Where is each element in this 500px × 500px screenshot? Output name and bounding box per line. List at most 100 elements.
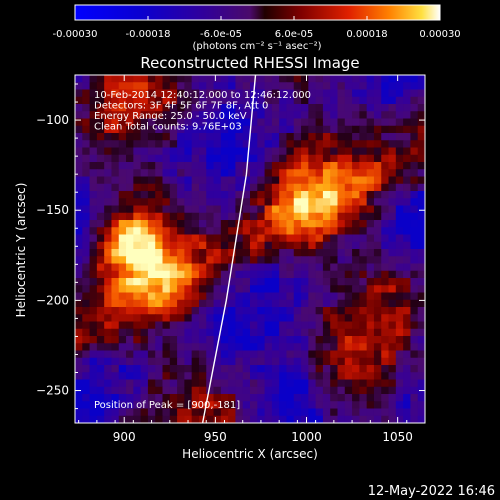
heatmap-cell	[344, 278, 353, 286]
heatmap-cell	[330, 350, 339, 359]
heatmap-cell	[213, 176, 222, 185]
heatmap-cell	[293, 82, 302, 91]
heatmap-cell	[344, 169, 353, 178]
heatmap-cell	[198, 241, 207, 250]
heatmap-cell	[286, 270, 295, 279]
heatmap-cell	[162, 96, 171, 105]
heatmap-cell	[308, 299, 317, 308]
heatmap-cell	[155, 386, 164, 395]
heatmap-cell	[235, 285, 244, 294]
heatmap-cell	[250, 118, 258, 127]
heatmap-cell	[206, 241, 215, 250]
heatmap-cell	[264, 328, 273, 337]
heatmap-cell	[344, 321, 353, 330]
heatmap-cell	[75, 205, 83, 214]
heatmap-cell	[220, 111, 229, 120]
heatmap-cell	[133, 111, 142, 120]
heatmap-cell	[352, 191, 360, 199]
heatmap-cell	[337, 111, 346, 120]
heatmap-cell	[235, 263, 244, 272]
heatmap-cell	[366, 394, 375, 402]
heatmap-cell	[184, 307, 193, 315]
heatmap-cell	[417, 89, 425, 98]
heatmap-cell	[417, 372, 425, 381]
heatmap-cell	[242, 205, 251, 214]
heatmap-cell	[75, 285, 83, 294]
heatmap-cell	[381, 394, 390, 402]
heatmap-cell	[228, 111, 237, 120]
heatmap-cell	[366, 372, 375, 381]
heatmap-cell	[140, 220, 149, 228]
heatmap-cell	[271, 321, 280, 330]
heatmap-cell	[271, 154, 280, 163]
heatmap-cell	[184, 183, 193, 192]
heatmap-cell	[96, 234, 105, 243]
heatmap-cell	[373, 198, 382, 207]
heatmap-cell	[82, 278, 91, 286]
heatmap-cell	[257, 227, 266, 236]
heatmap-cell	[206, 104, 215, 112]
heatmap-cell	[242, 111, 251, 120]
heatmap-cell	[388, 321, 397, 330]
heatmap-cell	[373, 307, 382, 315]
heatmap-cell	[198, 401, 207, 410]
heatmap-cell	[184, 205, 193, 214]
heatmap-cell	[359, 205, 368, 214]
heatmap-cell	[410, 147, 419, 156]
heatmap-cell	[373, 191, 382, 199]
heatmap-cell	[235, 118, 244, 127]
heatmap-cell	[111, 336, 120, 344]
heatmap-cell	[352, 89, 360, 98]
heatmap-cell	[293, 292, 302, 301]
heatmap-cell	[271, 314, 280, 323]
heatmap-cell	[257, 386, 266, 395]
heatmap-cell	[337, 379, 346, 388]
heatmap-cell	[126, 394, 134, 402]
heatmap-cell	[403, 415, 412, 423]
heatmap-cell	[169, 343, 178, 352]
heatmap-cell	[395, 212, 404, 221]
heatmap-cell	[169, 401, 178, 410]
heatmap-cell	[191, 162, 200, 170]
heatmap-cell	[133, 205, 142, 214]
heatmap-cell	[410, 336, 419, 344]
heatmap-cell	[315, 292, 324, 301]
heatmap-cell	[381, 408, 390, 417]
heatmap-cell	[118, 162, 127, 170]
heatmap-cell	[359, 415, 368, 423]
heatmap-cell	[395, 278, 404, 286]
y-tick-label: −250	[36, 384, 69, 398]
heatmap-cell	[322, 386, 331, 395]
heatmap-cell	[133, 89, 142, 98]
heatmap-cell	[96, 133, 105, 141]
heatmap-cell	[359, 263, 368, 272]
heatmap-cell	[388, 357, 397, 366]
heatmap-cell	[82, 104, 91, 112]
heatmap-cell	[315, 198, 324, 207]
heatmap-cell	[198, 96, 207, 105]
heatmap-cell	[344, 147, 353, 156]
heatmap-cell	[242, 118, 251, 127]
heatmap-cell	[228, 162, 237, 170]
heatmap-cell	[133, 191, 142, 199]
heatmap-cell	[75, 183, 83, 192]
heatmap-cell	[322, 205, 331, 214]
heatmap-cell	[191, 212, 200, 221]
heatmap-cell	[242, 147, 251, 156]
heatmap-cell	[308, 220, 317, 228]
heatmap-cell	[301, 118, 309, 127]
heatmap-cell	[337, 234, 346, 243]
heatmap-cell	[206, 125, 215, 134]
heatmap-cell	[381, 263, 390, 272]
heatmap-cell	[75, 162, 83, 170]
heatmap-cell	[250, 176, 258, 185]
heatmap-cell	[126, 350, 134, 359]
heatmap-cell	[82, 343, 91, 352]
heatmap-cell	[177, 292, 185, 301]
heatmap-cell	[184, 140, 193, 149]
heatmap-cell	[147, 212, 156, 221]
heatmap-cell	[403, 408, 412, 417]
heatmap-cell	[155, 249, 164, 257]
heatmap-cell	[308, 234, 317, 243]
heatmap-cell	[264, 75, 273, 83]
